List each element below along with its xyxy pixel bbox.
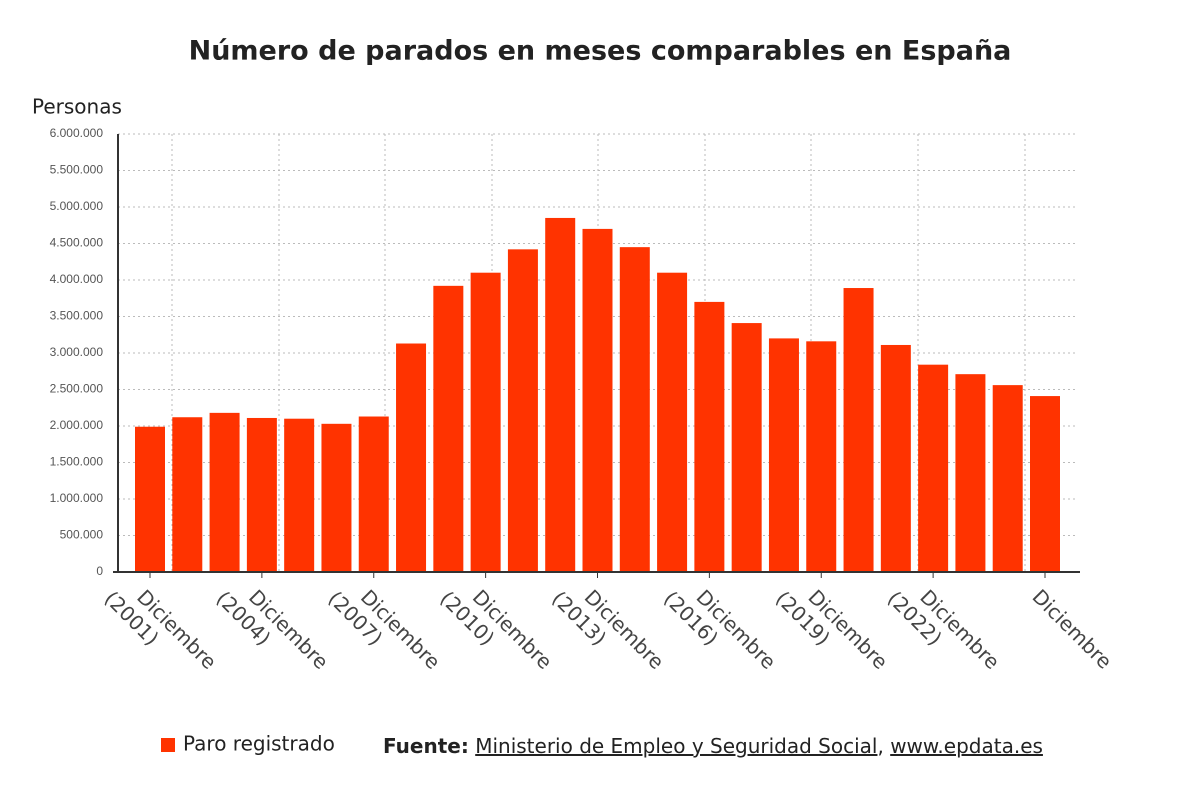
bar (992, 385, 1023, 572)
x-tick-label: Diciembre (2010) (436, 569, 562, 695)
bar (918, 364, 949, 572)
y-tick-label: 0 (96, 564, 103, 578)
bar (433, 285, 464, 572)
y-tick-label: 5.000.000 (50, 199, 104, 213)
x-tick-label: Diciembre (2004) (212, 569, 338, 695)
bar (694, 301, 725, 572)
source: Fuente: Ministerio de Empleo y Seguridad… (383, 734, 1043, 758)
bar (582, 228, 613, 572)
y-tick-label: 1.500.000 (50, 455, 104, 469)
y-tick-label: 1.000.000 (50, 491, 104, 505)
legend-label: Paro registrado (183, 732, 335, 756)
bar (806, 341, 837, 572)
bar (209, 412, 240, 572)
bar (880, 344, 911, 572)
source-link[interactable]: www.epdata.es (890, 734, 1043, 758)
source-separator: , (877, 734, 883, 758)
x-tick-label: Diciembre (2016) (659, 569, 785, 695)
y-tick-label: 4.500.000 (50, 236, 104, 250)
bar (396, 343, 427, 572)
chart-title: Número de parados en meses comparables e… (189, 36, 1012, 67)
bar (507, 249, 538, 572)
x-tick-label: Diciembre (2019) (771, 569, 897, 695)
bar (619, 247, 650, 572)
source-link[interactable]: Ministerio de Empleo y Seguridad Social (475, 734, 877, 758)
y-tick-label: 3.500.000 (50, 309, 104, 323)
bar (321, 423, 352, 572)
bar (135, 426, 165, 572)
x-tick-label: Diciembre (1028, 584, 1117, 673)
bar (955, 374, 986, 572)
y-tick-label: 4.000.000 (50, 272, 104, 286)
bar (843, 288, 874, 572)
bar (768, 338, 799, 572)
bar (284, 418, 315, 572)
x-tick-label: Diciembre (2013) (548, 569, 674, 695)
bar (358, 416, 389, 572)
bar (172, 417, 203, 572)
y-tick-label: 2.000.000 (50, 418, 104, 432)
y-axis-title: Personas (32, 95, 122, 119)
x-tick-label: Diciembre (2007) (324, 569, 450, 695)
legend-swatch (161, 738, 175, 752)
bar (731, 323, 762, 572)
y-tick-label: 5.500.000 (50, 163, 104, 177)
bar (657, 272, 688, 572)
y-tick-label: 500.000 (60, 528, 104, 542)
bar (246, 417, 277, 572)
bar (1030, 396, 1060, 572)
y-tick-label: 3.000.000 (50, 345, 104, 359)
plot (118, 133, 1078, 573)
x-tick-label: Diciembre (2022) (883, 569, 1009, 695)
x-tick-label: Diciembre (2001) (100, 569, 226, 695)
source-label: Fuente: (383, 734, 469, 758)
bar (470, 272, 501, 572)
y-tick-label: 2.500.000 (50, 382, 104, 396)
y-tick-label: 6.000.000 (50, 126, 104, 140)
bar (545, 217, 576, 572)
